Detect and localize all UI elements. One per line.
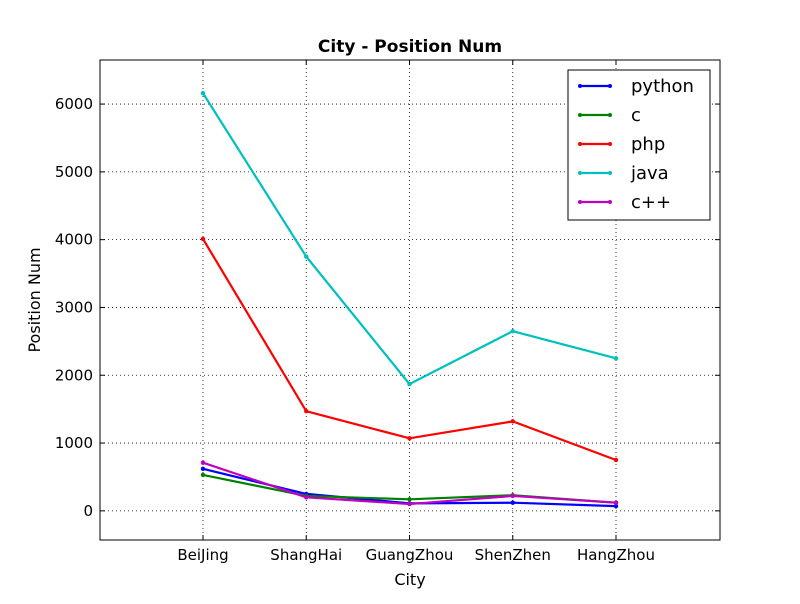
legend-label-php: php bbox=[631, 134, 665, 155]
x-tick-label: GuangZhou bbox=[366, 546, 454, 564]
data-point-php bbox=[407, 436, 412, 441]
legend: python c php java c++ bbox=[567, 69, 711, 221]
x-tick-label: HangZhou bbox=[577, 546, 655, 564]
y-tick-label: 5000 bbox=[55, 163, 93, 181]
legend-label-cplusplus: c++ bbox=[631, 192, 671, 213]
chart-title: City - Position Num bbox=[318, 37, 502, 57]
data-point-python bbox=[200, 466, 206, 472]
y-tick-label: 3000 bbox=[55, 298, 93, 316]
data-point-java bbox=[407, 381, 412, 387]
data-point-cplusplus bbox=[304, 495, 309, 500]
y-tick-label: 6000 bbox=[55, 95, 93, 113]
data-point-cplusplus bbox=[407, 501, 412, 507]
legend-marker-python bbox=[608, 84, 612, 88]
legend-marker-c bbox=[608, 113, 612, 117]
legend-marker-c bbox=[578, 113, 582, 117]
x-tick-label: ShangHai bbox=[270, 546, 342, 564]
legend-marker-python bbox=[578, 84, 582, 88]
legend-label-python: python bbox=[631, 76, 694, 97]
data-point-cplusplus bbox=[200, 460, 206, 465]
data-point-cplusplus bbox=[510, 493, 515, 499]
data-point-c bbox=[407, 497, 412, 502]
y-tick-label: 1000 bbox=[55, 434, 93, 452]
data-point-c bbox=[200, 472, 206, 478]
data-point-php bbox=[510, 419, 515, 424]
legend-marker-java bbox=[608, 171, 612, 175]
data-point-php bbox=[613, 457, 619, 463]
x-tick-label: BeiJing bbox=[177, 546, 228, 564]
y-tick-label: 0 bbox=[83, 502, 93, 520]
data-point-cplusplus bbox=[613, 500, 619, 505]
legend-marker-php bbox=[578, 142, 582, 146]
x-axis-label: City bbox=[394, 570, 425, 589]
data-point-python bbox=[613, 503, 619, 509]
legend-label-c: c bbox=[631, 105, 641, 126]
legend-marker-java bbox=[578, 171, 582, 175]
legend-label-java: java bbox=[630, 163, 669, 184]
y-tick-label: 4000 bbox=[55, 231, 93, 249]
legend-marker-php bbox=[608, 142, 612, 146]
data-point-java bbox=[613, 356, 619, 361]
legend-marker-cplusplus bbox=[578, 200, 582, 204]
data-point-python bbox=[510, 500, 515, 505]
x-tick-label: ShenZhen bbox=[475, 546, 551, 564]
y-tick-label: 2000 bbox=[55, 366, 93, 384]
data-point-php bbox=[200, 236, 206, 242]
data-point-java bbox=[200, 91, 206, 96]
data-point-java bbox=[510, 328, 515, 334]
legend-marker-cplusplus bbox=[608, 200, 612, 204]
data-point-php bbox=[304, 408, 309, 414]
y-axis-label: Position Num bbox=[25, 247, 44, 352]
data-point-java bbox=[304, 254, 309, 259]
